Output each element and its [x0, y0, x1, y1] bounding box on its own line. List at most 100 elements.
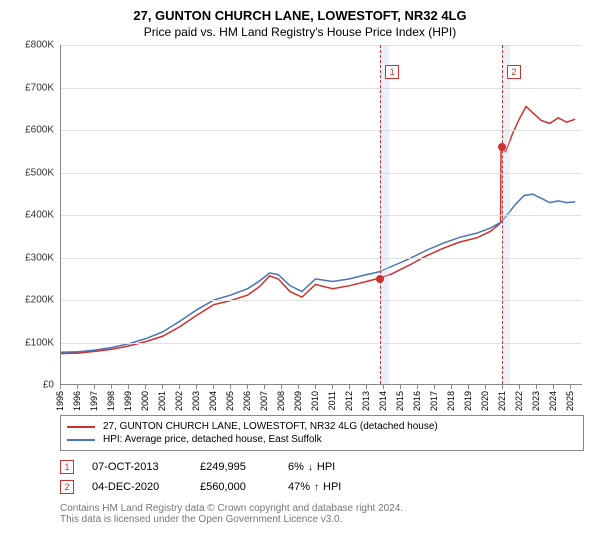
- x-tick-mark: [315, 385, 316, 389]
- x-tick-mark: [162, 385, 163, 389]
- event-marker-dot: [498, 143, 506, 151]
- chart-area: £0£100K£200K£300K£400K£500K£600K£700K£80…: [16, 45, 584, 411]
- x-tick-label: 2001: [157, 391, 167, 411]
- event-date: 07-OCT-2013: [92, 461, 182, 473]
- y-tick-label: £100K: [25, 337, 54, 348]
- x-tick-mark: [553, 385, 554, 389]
- legend-row: HPI: Average price, detached house, East…: [67, 433, 577, 446]
- legend-label: HPI: Average price, detached house, East…: [103, 434, 322, 445]
- y-tick-label: £400K: [25, 210, 54, 221]
- x-tick-mark: [247, 385, 248, 389]
- event-number-badge: 1: [60, 460, 74, 474]
- event-delta-pct: 47%: [288, 481, 310, 493]
- x-tick-label: 2007: [259, 391, 269, 411]
- y-tick-label: £500K: [25, 167, 54, 178]
- event-marker-box: 2: [507, 65, 521, 79]
- x-tick-mark: [332, 385, 333, 389]
- x-tick-label: 1998: [106, 391, 116, 411]
- y-tick-label: £800K: [25, 40, 54, 51]
- x-tick-mark: [519, 385, 520, 389]
- x-tick-label: 2004: [208, 391, 218, 411]
- x-tick-mark: [264, 385, 265, 389]
- x-tick-mark: [434, 385, 435, 389]
- legend-row: 27, GUNTON CHURCH LANE, LOWESTOFT, NR32 …: [67, 420, 577, 433]
- x-tick-mark: [230, 385, 231, 389]
- event-delta: 47% ↑ HPI: [288, 481, 388, 493]
- x-tick-label: 2015: [395, 391, 405, 411]
- arrow-icon: ↑: [314, 482, 319, 493]
- x-tick-label: 2010: [310, 391, 320, 411]
- x-tick-mark: [383, 385, 384, 389]
- event-row: 2 04-DEC-2020 £560,000 47% ↑ HPI: [60, 477, 584, 497]
- x-tick-label: 2006: [242, 391, 252, 411]
- x-tick-mark: [400, 385, 401, 389]
- x-tick-mark: [349, 385, 350, 389]
- x-tick-mark: [94, 385, 95, 389]
- x-tick-mark: [77, 385, 78, 389]
- x-tick-mark: [502, 385, 503, 389]
- x-tick-label: 2003: [191, 391, 201, 411]
- series-hpi: [61, 194, 575, 352]
- x-tick-mark: [298, 385, 299, 389]
- x-tick-mark: [128, 385, 129, 389]
- y-axis: £0£100K£200K£300K£400K£500K£600K£700K£80…: [16, 45, 60, 385]
- arrow-icon: ↓: [308, 462, 313, 473]
- x-tick-label: 2011: [327, 391, 337, 410]
- x-tick-label: 1995: [55, 391, 65, 411]
- x-tick-mark: [417, 385, 418, 389]
- x-tick-label: 2018: [446, 391, 456, 411]
- x-tick-mark: [570, 385, 571, 389]
- event-row: 107-OCT-2013£249,9956%↓HPI: [60, 457, 584, 477]
- x-tick-mark: [536, 385, 537, 389]
- x-tick-label: 2002: [174, 391, 184, 411]
- highlight-band: [380, 45, 389, 384]
- y-tick-label: £200K: [25, 295, 54, 306]
- legend: 27, GUNTON CHURCH LANE, LOWESTOFT, NR32 …: [60, 415, 584, 451]
- x-tick-label: 1996: [72, 391, 82, 411]
- x-tick-mark: [366, 385, 367, 389]
- x-tick-label: 2024: [548, 391, 558, 411]
- event-hpi-label: HPI: [323, 481, 341, 493]
- event-marker-dot: [376, 275, 384, 283]
- y-tick-label: £0: [43, 380, 54, 391]
- legend-label: 27, GUNTON CHURCH LANE, LOWESTOFT, NR32 …: [103, 421, 438, 432]
- event-date: 04-DEC-2020: [92, 481, 182, 493]
- x-tick-label: 2014: [378, 391, 388, 411]
- event-delta: 6% ↓ HPI: [288, 461, 388, 473]
- x-tick-mark: [451, 385, 452, 389]
- highlight-band: [502, 45, 510, 384]
- x-tick-label: 2017: [429, 391, 439, 411]
- event-number-badge: 2: [60, 480, 74, 494]
- plot-area: 12: [60, 45, 582, 385]
- x-tick-label: 2005: [225, 391, 235, 411]
- event-price: £560,000: [200, 481, 270, 493]
- x-tick-mark: [111, 385, 112, 389]
- legend-swatch: [67, 439, 95, 441]
- x-tick-label: 2019: [463, 391, 473, 411]
- x-tick-mark: [60, 385, 61, 389]
- x-tick-label: 2008: [276, 391, 286, 411]
- y-tick-label: £700K: [25, 82, 54, 93]
- event-marker-line: [502, 45, 503, 384]
- x-tick-label: 2025: [565, 391, 575, 411]
- x-tick-label: 2012: [344, 391, 354, 411]
- x-tick-label: 2000: [140, 391, 150, 411]
- footer-text: Contains HM Land Registry data © Crown c…: [60, 503, 584, 525]
- x-tick-mark: [196, 385, 197, 389]
- x-tick-mark: [281, 385, 282, 389]
- x-tick-mark: [145, 385, 146, 389]
- event-hpi-label: HPI: [317, 461, 335, 473]
- chart-title: 27, GUNTON CHURCH LANE, LOWESTOFT, NR32 …: [16, 8, 584, 23]
- chart-subtitle: Price paid vs. HM Land Registry's House …: [16, 25, 584, 39]
- event-marker-line: [380, 45, 381, 384]
- event-delta-pct: 6%: [288, 461, 304, 473]
- x-tick-mark: [485, 385, 486, 389]
- chart-container: 27, GUNTON CHURCH LANE, LOWESTOFT, NR32 …: [0, 0, 600, 560]
- event-marker-box: 1: [385, 65, 399, 79]
- x-tick-label: 2009: [293, 391, 303, 411]
- x-tick-label: 2013: [361, 391, 371, 411]
- footer-line-1: Contains HM Land Registry data © Crown c…: [60, 503, 584, 514]
- x-tick-label: 2022: [514, 391, 524, 411]
- x-tick-label: 2023: [531, 391, 541, 411]
- x-tick-mark: [468, 385, 469, 389]
